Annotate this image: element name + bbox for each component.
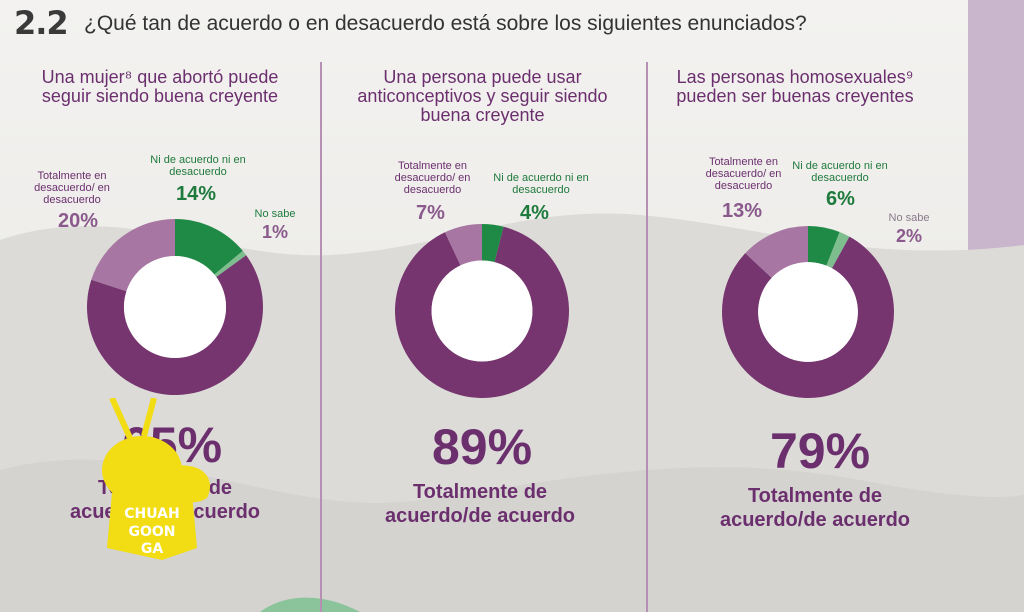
panel-divider-1 <box>320 62 322 612</box>
chart-title-2: Una persona puede usar anticonceptivos y… <box>357 67 608 125</box>
value-disagree-2: 7% <box>416 202 445 224</box>
donut-slice-disagree <box>91 219 175 292</box>
donut-slice-agree <box>87 255 263 395</box>
donut-slice-agree <box>722 236 894 398</box>
donut-slice-agree <box>395 226 569 398</box>
value-disagree-1: 20% <box>58 210 99 232</box>
label-disagree-3: Totalmente en desacuerdo/ en desacuerdo <box>705 156 782 192</box>
page-edge-strip <box>968 0 1024 290</box>
value-neutral-1: 14% <box>176 183 217 205</box>
watermark-text-2: GOON <box>128 524 175 540</box>
value-neutral-2: 4% <box>520 202 549 224</box>
donut-slice-dontknow <box>826 232 850 269</box>
value-disagree-3: 13% <box>722 200 763 222</box>
donut-hole <box>123 255 227 359</box>
watermark-badge <box>107 493 197 560</box>
value-dontknow-3: 2% <box>896 226 923 246</box>
value-dontknow-1: 1% <box>262 222 289 242</box>
label-dontknow-1: No sabe <box>254 208 296 220</box>
section-number: 2.2 <box>14 4 69 42</box>
donut-chart-2 <box>395 224 569 398</box>
chart-title-1: Una mujer⁸ que abortó puede seguir siend… <box>41 67 279 106</box>
watermark-hand <box>162 465 210 503</box>
donut-chart-3 <box>722 226 894 398</box>
watermark-logo: CHUAH GOON GA <box>102 398 210 560</box>
label-agree-2: Totalmente de acuerdo/de acuerdo <box>384 481 576 527</box>
label-neutral-1: Ni de acuerdo ni en desacuerdo <box>150 154 246 178</box>
donut-hole <box>431 260 533 362</box>
donut-slice-dontknow <box>214 250 247 277</box>
donut-chart-1 <box>87 219 263 395</box>
watermark-antenna-right <box>141 398 157 437</box>
section-question: ¿Qué tan de acuerdo o en desacuerdo está… <box>84 12 807 35</box>
label-disagree-1: Totalmente en desacuerdo/ en desacuerdo <box>34 170 110 206</box>
watermark-text-3: GA <box>141 541 163 557</box>
value-agree-3: 79% <box>770 423 871 479</box>
wave-gray-lower <box>0 459 1024 612</box>
value-agree-2: 89% <box>432 419 533 475</box>
chart-title-3: Las personas homosexuales⁹ pueden ser bu… <box>676 67 914 106</box>
label-disagree-2: Totalmente en desacuerdo/ en desacuerdo <box>394 160 471 196</box>
value-neutral-3: 6% <box>826 188 855 210</box>
wave-green <box>260 597 360 612</box>
label-agree-3: Totalmente de acuerdo/de acuerdo <box>719 485 911 531</box>
label-neutral-3: Ni de acuerdo ni en desacuerdo <box>792 160 888 184</box>
donut-hole <box>758 262 858 362</box>
donut-slice-neutral <box>482 224 504 263</box>
label-neutral-2: Ni de acuerdo ni en desacuerdo <box>493 172 589 196</box>
watermark-text-1: CHUAH <box>124 506 179 522</box>
donut-slice-disagree <box>444 224 482 266</box>
watermark-antenna-left <box>109 398 133 440</box>
donut-slice-neutral <box>175 219 243 275</box>
donut-slice-neutral <box>808 226 840 266</box>
donut-slice-disagree <box>745 226 808 278</box>
panel-divider-2 <box>646 62 648 612</box>
label-dontknow-3: No sabe <box>888 212 930 224</box>
